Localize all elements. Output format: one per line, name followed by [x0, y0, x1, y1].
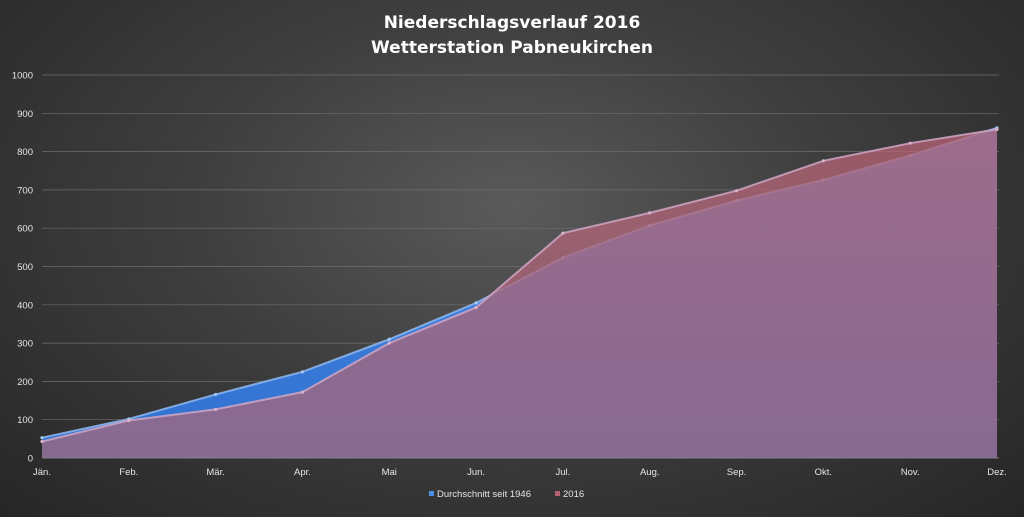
- y-tick-label: 0: [28, 454, 33, 465]
- x-axis: Jän. Feb. Mär. Apr. Mai Jun. Jul. Aug. Sep. Okt. N…: [33, 457, 1007, 478]
- y-tick-label: 600: [17, 224, 33, 235]
- legend: Durchschnitt seit 1946 2016: [429, 489, 584, 500]
- data-point: [214, 392, 218, 397]
- y-tick-label: 400: [17, 300, 33, 311]
- x-tick-label: Jul.: [556, 467, 571, 478]
- x-tick-label: Apr.: [294, 467, 311, 478]
- chart-subtitle: Wetterstation Pabneukirchen: [371, 38, 653, 58]
- y-tick-label: 500: [17, 262, 33, 273]
- y-tick-label: 900: [17, 109, 33, 120]
- data-point: [387, 341, 391, 345]
- data-point: [127, 418, 131, 423]
- x-tick-label: Nov.: [901, 467, 920, 478]
- legend-label: Durchschnitt seit 1946: [437, 489, 531, 500]
- data-point: [300, 390, 305, 394]
- series-areas: [40, 126, 999, 459]
- legend-label: 2016: [563, 489, 584, 500]
- data-point: [214, 407, 218, 411]
- x-tick-label: Sep.: [727, 467, 747, 478]
- legend-swatch: [429, 491, 434, 496]
- x-tick-label: Aug.: [640, 467, 660, 478]
- data-point: [474, 305, 478, 310]
- y-tick-label: 100: [17, 415, 33, 426]
- chart-title: Niederschlagsverlauf 2016: [384, 13, 641, 33]
- legend-swatch: [555, 491, 560, 496]
- y-tick-label: 200: [17, 377, 33, 388]
- data-point: [821, 159, 825, 163]
- series-line-1: [41, 128, 998, 443]
- data-point: [995, 127, 999, 131]
- x-tick-label: Okt.: [815, 467, 832, 478]
- data-point: [300, 370, 305, 374]
- series-area-1: [42, 129, 997, 459]
- x-tick-label: Feb.: [119, 467, 138, 478]
- data-point: [40, 439, 44, 444]
- data-point: [40, 436, 44, 440]
- data-point: [561, 231, 565, 235]
- x-tick-label: Jun.: [467, 467, 485, 478]
- y-tick-label: 800: [17, 147, 33, 158]
- y-tick-label: 1000: [12, 71, 33, 82]
- data-point: [908, 141, 912, 145]
- data-point: [648, 211, 652, 215]
- y-tick-label: 300: [17, 339, 33, 350]
- x-tick-label: Mai: [382, 467, 397, 478]
- data-point: [734, 189, 739, 193]
- x-tick-label: Dez.: [987, 467, 1007, 478]
- y-tick-label: 700: [17, 185, 33, 196]
- y-axis: 0 100 200 300 400 500 600 700 800 900 1000: [12, 71, 33, 465]
- data-point: [387, 337, 391, 341]
- x-tick-label: Mär.: [206, 467, 224, 478]
- x-tick-label: Jän.: [33, 467, 51, 478]
- data-point: [474, 301, 478, 305]
